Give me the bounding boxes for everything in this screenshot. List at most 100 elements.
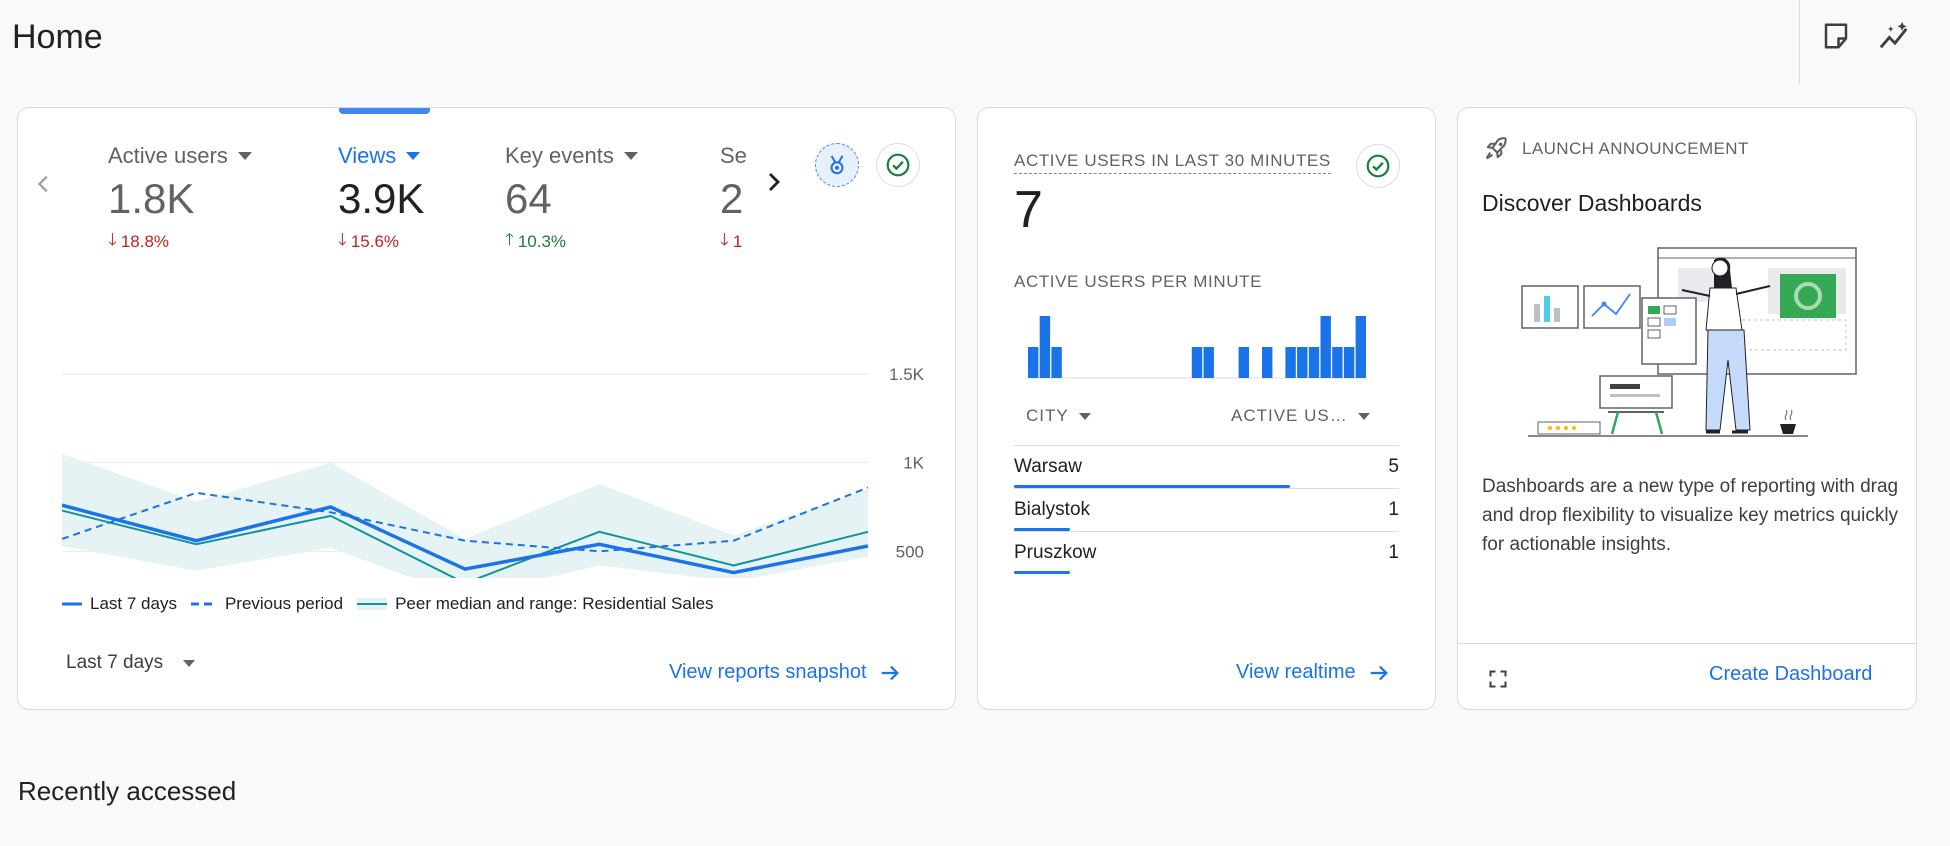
metric-label-text: Views [338,143,397,168]
metric-label: Views [338,143,424,169]
metric-value: 1.8K [108,175,195,222]
minute-bar [1320,316,1331,378]
caret-down-icon [183,659,196,667]
legend-dashed-line-icon [190,602,217,606]
metric-change-text: 18.8% [120,231,170,251]
kicker-text: LAUNCH ANNOUNCEMENT [1522,139,1749,158]
legend-item-previous: Previous period [190,594,343,614]
metric-key-events[interactable]: Key events 64 🡑 10.3% [505,143,638,256]
metric-change: 🡑 10.3% [505,227,638,256]
city-column-header[interactable]: CITY [1026,406,1091,426]
recently-accessed-heading: Recently accessed [18,776,237,806]
metric-change-text: 15.6% [350,231,400,251]
arrow-down-icon: 🡓 [720,230,729,249]
row-city: Bialystok [1014,499,1091,520]
caret-down-icon [237,152,252,160]
caret-down-icon [623,152,638,160]
legend-band-icon [357,598,388,610]
divider [1458,643,1916,644]
chevron-right-icon[interactable] [756,164,792,200]
minute-bar [1028,347,1039,378]
metric-change-text: 1 [732,231,743,251]
chart-legend: Last 7 days Previous period Peer median … [62,594,714,614]
minute-bar [1051,347,1062,378]
minute-bar [1355,316,1366,378]
metric-views[interactable]: Views 3.9K 🡓 15.6% [338,143,424,256]
metric-value: 64 [505,175,552,222]
minute-bar [1039,316,1051,378]
view-reports-snapshot-link[interactable]: View reports snapshot [669,661,901,684]
arrow-down-icon: 🡓 [108,230,117,249]
metric-sessions[interactable]: Se 2 🡓 1 [720,143,747,256]
metric-change: 🡓 15.6% [338,227,424,256]
check-circle-icon[interactable] [1356,144,1400,188]
announcement-body: Dashboards are a new type of reporting w… [1482,476,1899,555]
arrow-up-icon: 🡑 [505,230,514,249]
arrow-right-icon [1370,665,1388,680]
active-users-column-header[interactable]: ACTIVE US… [1231,406,1370,426]
metric-label-text: Se [720,143,747,168]
table-row[interactable]: Pruszkow 1 [1014,531,1399,575]
table-row[interactable]: Warsaw 5 [1014,445,1399,489]
peer-range-band [62,453,868,578]
note-icon[interactable] [1814,14,1858,58]
caret-down-icon [1357,412,1370,420]
minute-bar [1297,347,1308,378]
minute-bar [1238,347,1249,378]
rocket-icon [1485,137,1507,160]
y-tick-label: 500 [896,542,924,561]
table-row[interactable]: Bialystok 1 [1014,488,1399,532]
check-circle-icon[interactable] [876,143,920,187]
minute-bar [1191,347,1203,378]
metric-tabs: Active users 1.8K 🡓 18.8% Views 3.9K 🡓 15.… [18,108,764,288]
row-share-bar [1014,485,1290,488]
legend-solid-line-icon [62,602,82,606]
metric-change: 🡓 1 [720,227,747,256]
overview-line-chart: 05001K1.5K14151617181920Sep [61,365,925,578]
insights-sparkle-icon[interactable] [1873,14,1917,58]
chevron-left-icon[interactable] [26,166,62,202]
minute-bar [1308,347,1320,378]
view-realtime-link[interactable]: View realtime [1236,661,1390,684]
arrow-right-icon [881,665,899,680]
legend-item-peer: Peer median and range: Residential Sales [357,594,714,614]
row-share-bar [1014,571,1070,574]
row-value: 1 [1388,499,1399,520]
caret-down-icon [1078,412,1091,420]
selected-metric-indicator [339,108,430,114]
metric-label: Active users [108,143,252,169]
metric-label-text: Active users [108,143,228,168]
dashboard-illustration [1521,247,1857,437]
date-range-label: Last 7 days [66,652,164,673]
row-city: Warsaw [1014,456,1082,477]
divider [1799,0,1800,84]
metric-value: 3.9K [338,175,425,222]
expand-icon[interactable] [1482,663,1514,695]
row-city: Pruszkow [1014,542,1097,563]
link-label: View realtime [1236,661,1356,683]
minute-bar [1285,347,1296,378]
realtime-count: 7 [1014,181,1043,239]
announcement-card: LAUNCH ANNOUNCEMENT Discover Dashboards [1457,107,1917,710]
legend-label: Last 7 days [90,594,177,613]
metric-label-text: Key events [505,143,614,168]
row-value: 5 [1388,456,1399,477]
metric-change-text: 10.3% [517,231,567,251]
current-period-line [61,503,869,575]
link-label: View reports snapshot [669,661,867,683]
realtime-title[interactable]: ACTIVE USERS IN LAST 30 MINUTES [1014,151,1331,174]
metric-value: 2 [720,175,744,222]
per-minute-label: ACTIVE USERS PER MINUTE [1014,272,1263,291]
benchmark-badge-icon[interactable] [815,143,859,187]
date-range-dropdown[interactable]: Last 7 days [66,652,196,674]
realtime-card: ACTIVE USERS IN LAST 30 MINUTES 7 ACTIVE… [977,107,1436,710]
arrow-down-icon: 🡓 [338,230,347,249]
metric-active-users[interactable]: Active users 1.8K 🡓 18.8% [108,143,252,256]
create-dashboard-link[interactable]: Create Dashboard [1709,663,1872,686]
announcement-kicker: LAUNCH ANNOUNCEMENT [1482,135,1749,163]
y-tick-label: 1.5K [889,365,925,384]
announcement-title: Discover Dashboards [1482,190,1702,216]
row-value: 1 [1388,542,1399,563]
top-bar: Home [0,0,1950,84]
peer-median-line [61,509,869,578]
